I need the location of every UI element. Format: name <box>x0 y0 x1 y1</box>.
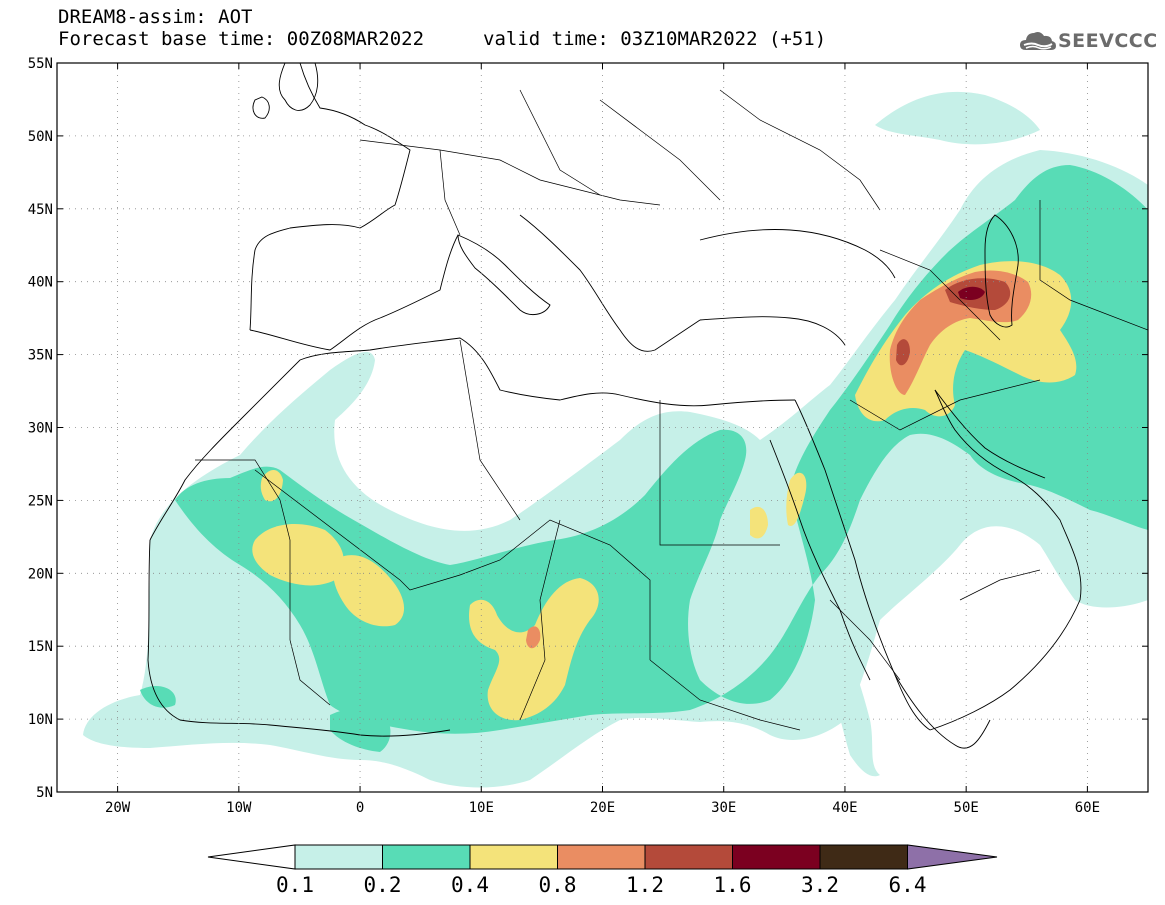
colorbar-level-label: 1.6 <box>714 873 752 897</box>
lat-tick-label: 5N <box>36 785 53 801</box>
lat-tick-label: 45N <box>28 202 53 218</box>
lat-tick-label: 50N <box>28 129 53 145</box>
colorbar-level-label: 3.2 <box>801 873 839 897</box>
lat-tick-label: 10N <box>28 712 53 728</box>
lat-tick-label: 35N <box>28 348 53 364</box>
aot-field <box>83 63 1148 788</box>
colorbar-over-arrow <box>907 844 998 870</box>
colorbar-swatch <box>382 844 471 870</box>
logo-text: SEEVCCC <box>1058 30 1158 52</box>
lon-tick-label: 40E <box>832 800 857 816</box>
colorbar-level-label: 6.4 <box>889 873 927 897</box>
lat-tick-label: 30N <box>28 421 53 437</box>
colorbar: 0.1 0.2 0.4 0.8 1.2 1.6 3.2 6.4 <box>207 844 998 897</box>
colorbar-level-label: 1.2 <box>626 873 664 897</box>
colorbar-level-label: 0.8 <box>539 873 577 897</box>
lat-tick-label: 55N <box>28 56 53 72</box>
aot-level-1-6 <box>958 286 985 300</box>
forecast-base-time: Forecast base time: 00Z08MAR2022 <box>58 28 425 50</box>
colorbar-swatch <box>294 844 383 870</box>
lon-tick-label: 60E <box>1075 800 1100 816</box>
country-borders <box>195 89 1148 731</box>
colorbar-swatch <box>732 844 821 870</box>
lat-tick-label: 25N <box>28 493 53 509</box>
lon-tick-label: 20E <box>590 800 615 816</box>
valid-time: valid time: 03Z10MAR2022 (+51) <box>483 28 827 50</box>
colorbar-under-arrow <box>207 844 296 870</box>
colorbar-swatch <box>557 844 646 870</box>
lat-axis: 5N 10N 15N 20N 25N 30N 35N 40N 45N 50N 55N <box>28 56 1148 801</box>
colorbar-level-label: 0.2 <box>364 873 402 897</box>
colorbar-swatch <box>819 844 908 870</box>
colorbar-level-label: 0.1 <box>276 873 314 897</box>
map-title: DREAM8-assim: AOT <box>58 6 253 28</box>
cloud-icon <box>1020 32 1056 50</box>
lon-tick-label: 10W <box>226 800 252 816</box>
lon-tick-label: 30E <box>711 800 736 816</box>
lon-tick-label: 10E <box>469 800 494 816</box>
colorbar-swatch <box>469 844 558 870</box>
lat-tick-label: 15N <box>28 639 53 655</box>
lon-axis: 20W 10W 0 10E 20E 30E 40E 50E 60E <box>105 63 1100 816</box>
lon-tick-label: 50E <box>954 800 979 816</box>
coastlines <box>147 63 1082 749</box>
colorbar-level-label: 0.4 <box>451 873 489 897</box>
lon-tick-label: 0 <box>356 800 364 816</box>
colorbar-swatch <box>644 844 733 870</box>
lat-tick-label: 40N <box>28 275 53 291</box>
lon-tick-label: 20W <box>105 800 131 816</box>
seevccc-logo: SEEVCCC <box>1018 26 1158 58</box>
lat-tick-label: 20N <box>28 566 53 582</box>
